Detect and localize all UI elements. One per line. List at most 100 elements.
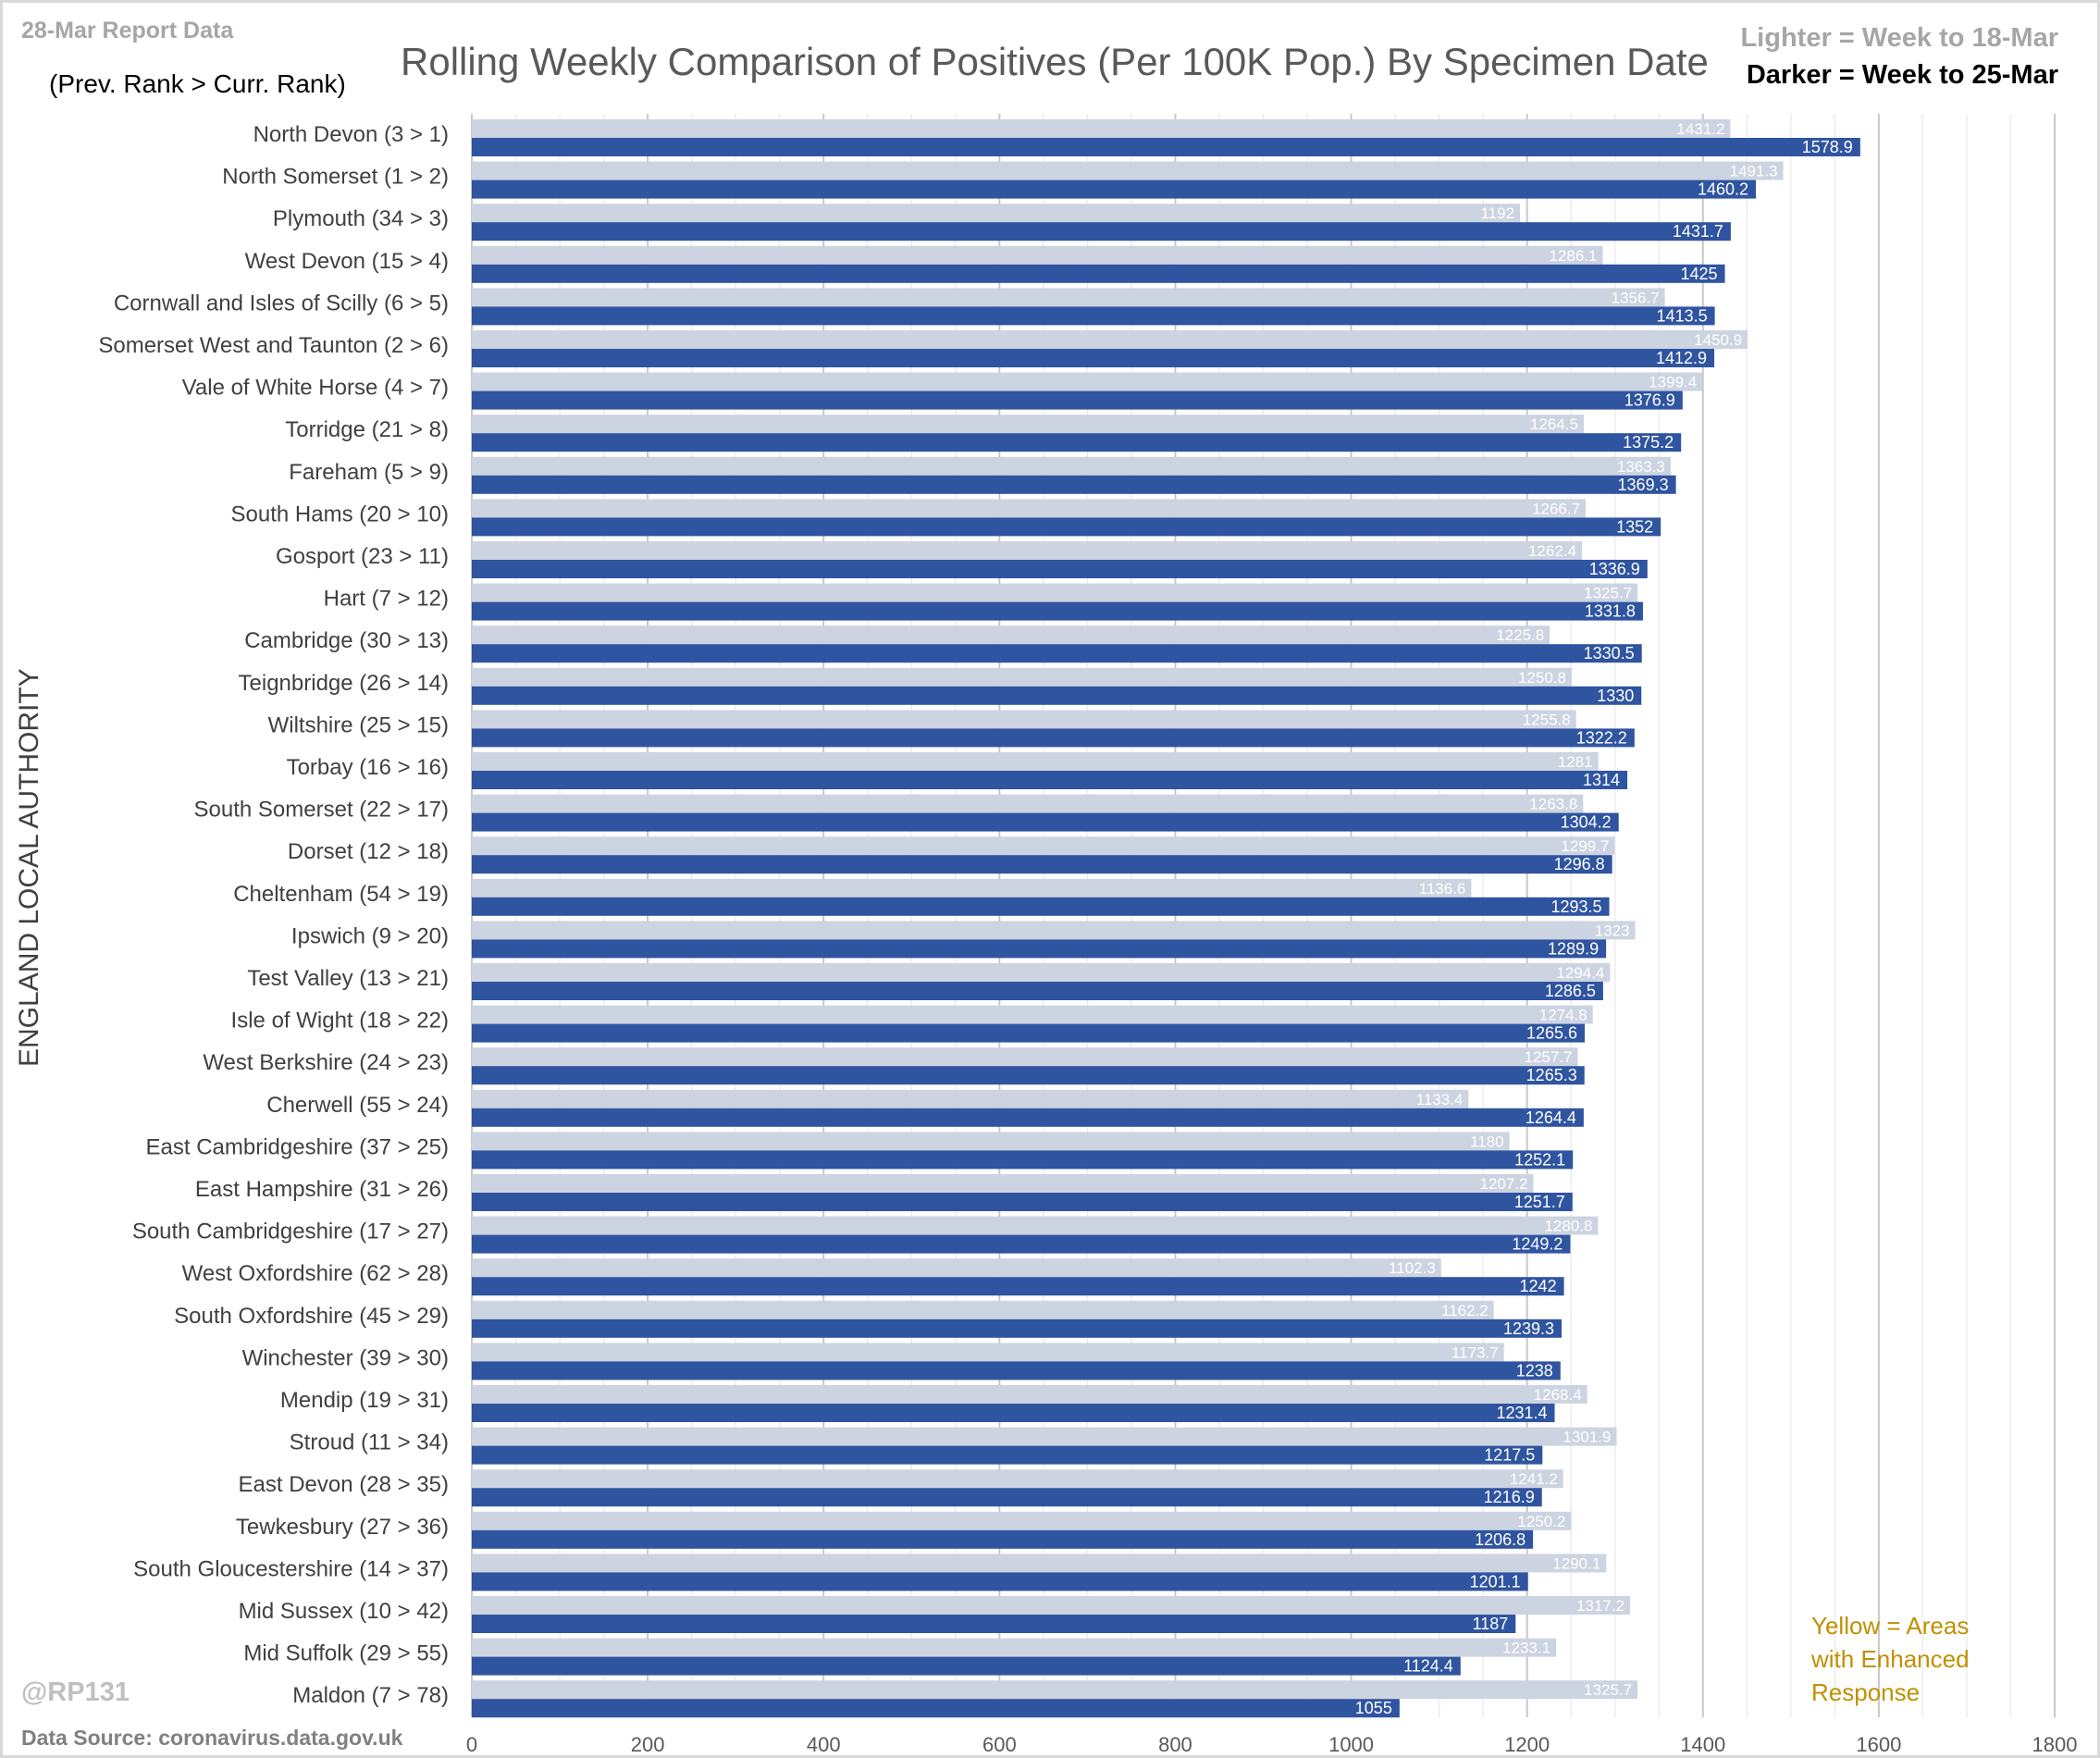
bar-week-18-mar (472, 1554, 1607, 1573)
data-label-week-18-mar: 1325.7 (1584, 1681, 1632, 1699)
bar-week-25-mar (472, 475, 1676, 494)
data-label-week-18-mar: 1263.8 (1529, 796, 1577, 813)
category-label: Cambridge (30 > 13) (244, 628, 449, 653)
data-label-week-25-mar: 1216.9 (1484, 1488, 1535, 1506)
data-label-week-18-mar: 1136.6 (1419, 880, 1466, 898)
category-label: South Cambridgeshire (17 > 27) (132, 1219, 449, 1244)
category-label: Torridge (21 > 8) (285, 417, 449, 442)
data-label-week-25-mar: 1293.5 (1550, 898, 1601, 916)
category-label: Cherwell (55 > 24) (266, 1093, 449, 1118)
data-label-week-25-mar: 1330 (1597, 687, 1634, 705)
data-label-week-18-mar: 1294.4 (1556, 964, 1604, 982)
bar-week-18-mar (472, 499, 1587, 518)
data-label-week-25-mar: 1460.2 (1698, 180, 1748, 199)
bar-week-25-mar (472, 601, 1643, 621)
data-label-week-25-mar: 1352 (1616, 517, 1653, 536)
x-tick-label: 200 (631, 1733, 665, 1756)
bar-week-18-mar (472, 1005, 1593, 1024)
data-label-week-18-mar: 1241.2 (1510, 1470, 1558, 1488)
data-label-week-18-mar: 1323 (1595, 922, 1630, 939)
data-label-week-25-mar: 1124.4 (1403, 1657, 1453, 1676)
bar-week-25-mar (472, 982, 1603, 1000)
bar-week-25-mar (472, 433, 1682, 452)
category-label: Winchester (39 > 30) (242, 1345, 449, 1370)
data-label-week-25-mar: 1242 (1520, 1277, 1557, 1295)
bar-week-18-mar (472, 836, 1615, 856)
data-label-week-18-mar: 1363.3 (1617, 458, 1665, 476)
bar-week-25-mar (472, 264, 1725, 283)
category-label: West Berkshire (24 > 23) (203, 1050, 449, 1075)
category-label: South Somerset (22 > 17) (194, 798, 449, 823)
data-label-week-18-mar: 1250.2 (1517, 1513, 1565, 1530)
x-tick-label: 1000 (1328, 1733, 1374, 1756)
data-label-week-18-mar: 1264.5 (1530, 415, 1578, 433)
x-tick-label: 1600 (1856, 1733, 1901, 1756)
bar-week-25-mar (472, 222, 1731, 241)
bar-week-18-mar (472, 752, 1599, 771)
bar-week-25-mar (472, 644, 1642, 663)
category-label: Dorset (12 > 18) (288, 839, 449, 864)
data-label-week-18-mar: 1286.1 (1550, 247, 1598, 265)
bar-week-25-mar (472, 1361, 1561, 1380)
category-label: Wiltshire (25 > 15) (268, 712, 449, 737)
bar-week-18-mar (472, 372, 1703, 391)
category-label: Cornwall and Isles of Scilly (6 > 5) (114, 291, 449, 316)
data-label-week-25-mar: 1251.7 (1514, 1193, 1565, 1211)
bar-week-25-mar (472, 390, 1683, 410)
x-tick-label: 400 (807, 1733, 841, 1756)
data-label-week-18-mar: 1431.2 (1676, 120, 1724, 138)
category-label: Maldon (7 > 78) (292, 1683, 449, 1708)
bar-week-25-mar (472, 1023, 1586, 1043)
data-label-week-25-mar: 1252.1 (1514, 1150, 1565, 1169)
category-label: Somerset West and Taunton (2 > 6) (98, 333, 449, 358)
bar-week-25-mar (472, 306, 1715, 326)
x-tick-label: 0 (466, 1733, 477, 1756)
data-label-week-25-mar: 1055 (1355, 1699, 1392, 1717)
bar-week-25-mar (472, 560, 1648, 578)
data-label-week-18-mar: 1255.8 (1523, 711, 1571, 728)
bar-week-18-mar (472, 1469, 1563, 1489)
bar-week-25-mar (472, 1656, 1461, 1676)
bar-week-18-mar (472, 415, 1584, 434)
data-label-week-25-mar: 1369.3 (1618, 476, 1669, 494)
data-label-week-25-mar: 1249.2 (1512, 1235, 1563, 1254)
category-label: South Gloucestershire (14 > 37) (133, 1556, 449, 1581)
category-label: Torbay (16 > 16) (287, 755, 449, 780)
data-label-week-18-mar: 1266.7 (1532, 500, 1580, 517)
bar-week-18-mar (472, 1343, 1504, 1362)
category-label: Test Valley (13 > 21) (247, 966, 449, 991)
bar-week-25-mar (472, 1193, 1573, 1211)
category-label: East Hampshire (31 > 26) (195, 1177, 449, 1202)
category-label: Fareham (5 > 9) (289, 460, 449, 485)
author-handle: @RP131 (21, 1678, 130, 1707)
bar-week-18-mar (472, 330, 1748, 349)
bar-week-18-mar (472, 1258, 1441, 1278)
bar-week-18-mar (472, 794, 1584, 813)
data-label-week-18-mar: 1133.4 (1416, 1091, 1464, 1108)
data-label-week-18-mar: 1102.3 (1389, 1259, 1436, 1277)
bar-week-18-mar (472, 1047, 1578, 1067)
data-label-week-25-mar: 1412.9 (1656, 349, 1707, 367)
category-label: North Devon (3 > 1) (253, 122, 449, 147)
x-tick-label: 1800 (2032, 1733, 2078, 1756)
bar-week-25-mar (472, 1150, 1574, 1170)
bar-week-25-mar (472, 1615, 1516, 1633)
bar-week-18-mar (472, 1596, 1631, 1615)
bar-week-18-mar (472, 245, 1603, 265)
bar-week-25-mar (472, 897, 1610, 916)
report-date: 28-Mar Report Data (21, 18, 234, 43)
data-label-week-25-mar: 1330.5 (1584, 644, 1635, 662)
data-label-week-18-mar: 1325.7 (1584, 585, 1632, 602)
data-label-week-25-mar: 1231.4 (1496, 1404, 1547, 1422)
data-label-week-25-mar: 1238 (1516, 1361, 1553, 1380)
bar-week-18-mar (472, 1174, 1534, 1193)
bar-week-25-mar (472, 686, 1642, 705)
bar-week-18-mar (472, 583, 1638, 602)
data-label-week-25-mar: 1187 (1473, 1615, 1509, 1633)
data-label-week-25-mar: 1217.5 (1484, 1446, 1535, 1465)
bar-week-18-mar (472, 1680, 1638, 1700)
category-label: West Oxfordshire (62 > 28) (182, 1261, 449, 1286)
data-label-week-25-mar: 1331.8 (1585, 602, 1636, 621)
bar-week-25-mar (472, 728, 1635, 748)
data-label-week-18-mar: 1274.8 (1539, 1007, 1587, 1024)
